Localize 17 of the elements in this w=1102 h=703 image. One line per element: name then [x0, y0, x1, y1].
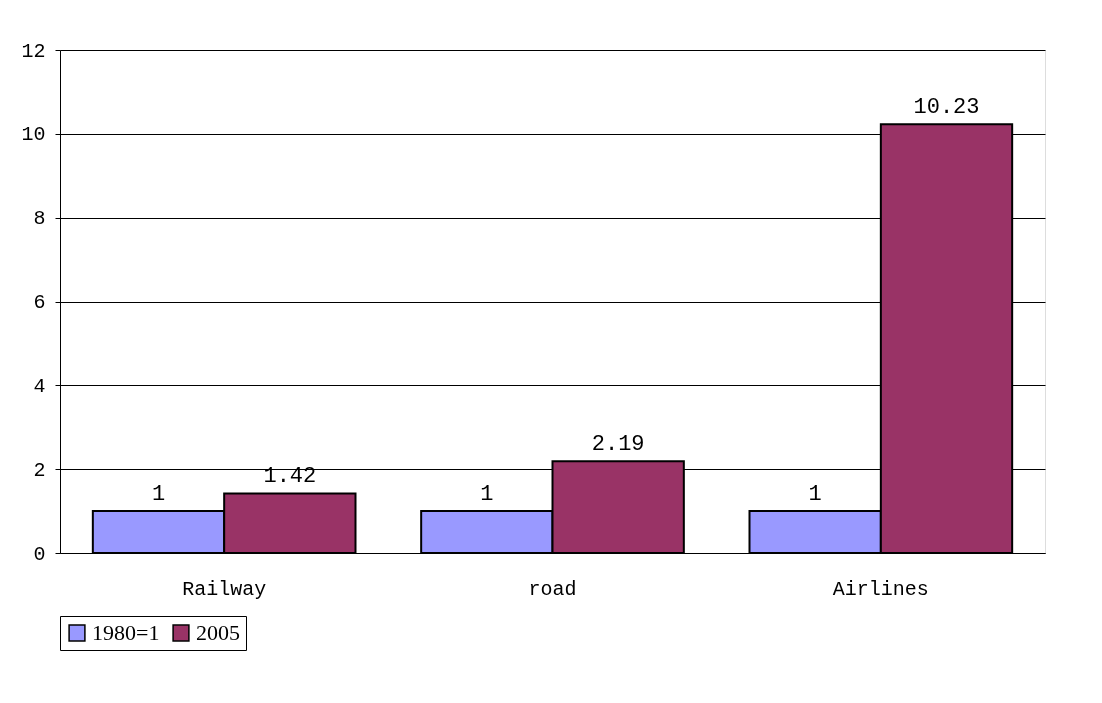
y-tick-label: 8 [33, 207, 46, 231]
x-tick-label: road [528, 577, 577, 601]
y-tick-label: 2 [33, 458, 46, 482]
x-tick-label: Airlines [832, 577, 929, 601]
data-label: 2.19 [591, 432, 645, 458]
data-label: 1 [480, 482, 494, 508]
y-tick-label: 10 [21, 123, 46, 147]
data-label: 1 [151, 482, 166, 508]
data-label: 1 [808, 482, 822, 508]
y-tick-label: 4 [33, 374, 46, 398]
y-tick-label: 0 [33, 542, 46, 566]
y-tick-label: 12 [21, 39, 46, 63]
data-label: 10.23 [913, 95, 980, 121]
y-tick-label: 6 [33, 291, 46, 314]
x-tick-label: Railway [182, 577, 267, 601]
legend-label: 1980=1 [92, 620, 160, 645]
legend-label: 2005 [196, 620, 240, 645]
